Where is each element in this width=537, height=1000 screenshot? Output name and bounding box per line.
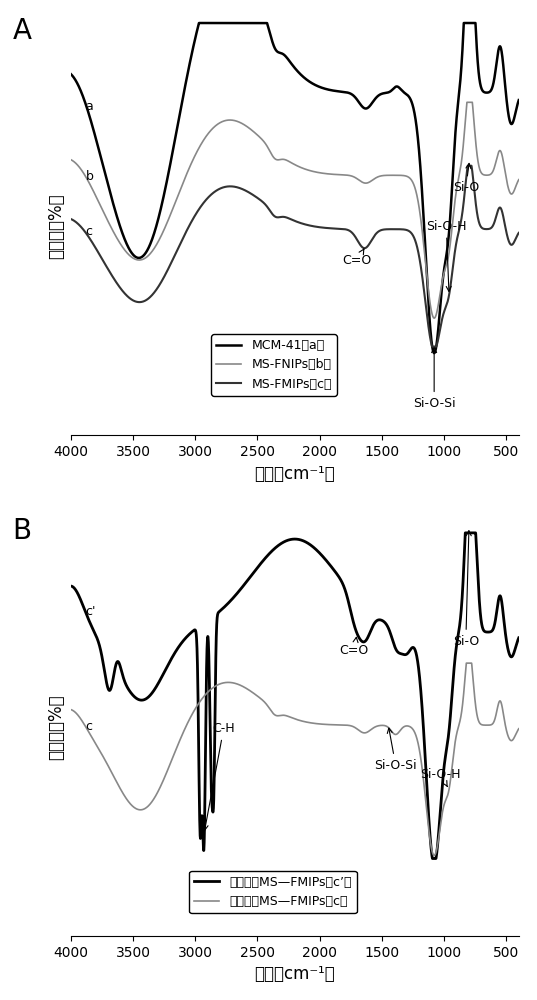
Text: C-H: C-H (203, 722, 235, 830)
Text: Si-O-H: Si-O-H (420, 768, 461, 787)
X-axis label: 波数（cm⁻¹）: 波数（cm⁻¹） (255, 965, 335, 983)
Y-axis label: 透射率（%）: 透射率（%） (47, 193, 65, 259)
Text: C=O: C=O (342, 249, 371, 267)
Text: Si-O: Si-O (453, 163, 479, 194)
Legend: 洗脱前的MS—FMIPs（c’）, 洗脱后的MS—FMIPs（c）: 洗脱前的MS—FMIPs（c’）, 洗脱后的MS—FMIPs（c） (189, 871, 357, 913)
Text: Si-O-Si: Si-O-Si (413, 348, 455, 410)
Text: B: B (12, 517, 32, 545)
Text: A: A (12, 17, 32, 45)
Legend: MCM-41（a）, MS-FNIPs（b）, MS-FMIPs（c）: MCM-41（a）, MS-FNIPs（b）, MS-FMIPs（c） (212, 334, 337, 396)
X-axis label: 波数（cm⁻¹）: 波数（cm⁻¹） (255, 465, 335, 483)
Text: a: a (86, 100, 93, 113)
Text: c: c (86, 720, 93, 733)
Text: b: b (86, 170, 93, 183)
Text: Si-O-H: Si-O-H (426, 220, 467, 291)
Text: Si-O: Si-O (453, 531, 479, 648)
Text: c: c (86, 225, 93, 238)
Text: C=O: C=O (339, 637, 369, 657)
Y-axis label: 透射率（%）: 透射率（%） (47, 694, 65, 760)
Text: c': c' (86, 605, 96, 618)
Text: Si-O-Si: Si-O-Si (374, 728, 417, 772)
